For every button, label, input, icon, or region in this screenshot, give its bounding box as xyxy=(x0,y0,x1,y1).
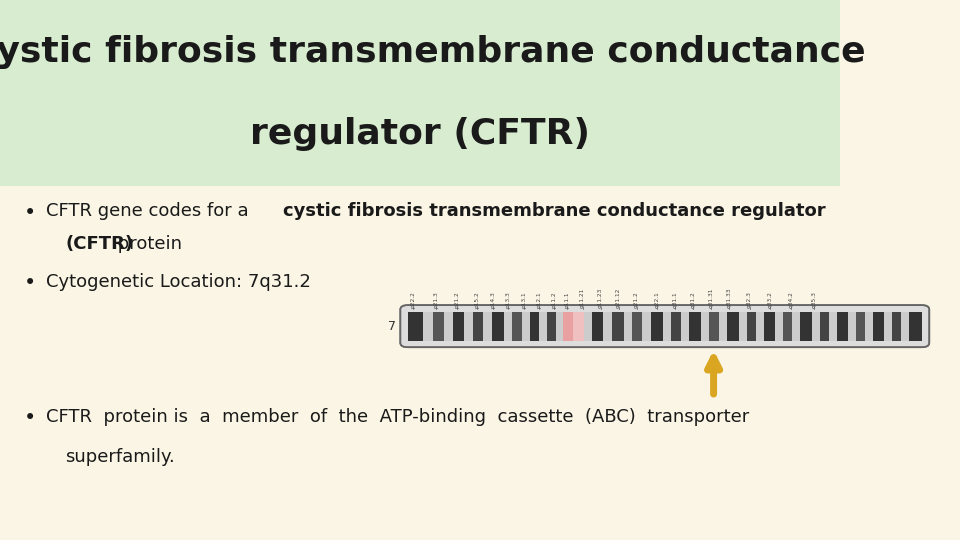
Text: q31.1: q31.1 xyxy=(673,291,678,308)
Bar xyxy=(874,312,883,341)
Text: q11.23: q11.23 xyxy=(598,287,603,308)
Text: •: • xyxy=(24,273,36,293)
Bar xyxy=(837,312,848,341)
Bar xyxy=(592,312,603,341)
Bar xyxy=(812,312,820,341)
Text: p11.2: p11.2 xyxy=(552,291,557,308)
Text: CFTR gene codes for a: CFTR gene codes for a xyxy=(46,202,260,220)
Bar xyxy=(689,312,701,341)
Bar xyxy=(848,312,856,341)
Bar xyxy=(522,312,530,341)
Bar xyxy=(573,312,584,341)
Text: q31.33: q31.33 xyxy=(727,287,732,308)
Bar xyxy=(783,312,792,341)
Bar xyxy=(892,312,901,341)
Text: cystic fibrosis transmembrane conductance: cystic fibrosis transmembrane conductanc… xyxy=(0,35,865,69)
Bar xyxy=(719,312,728,341)
Text: q33.2: q33.2 xyxy=(768,291,773,308)
Text: p21.3: p21.3 xyxy=(434,291,439,308)
FancyBboxPatch shape xyxy=(0,0,840,186)
Text: protein: protein xyxy=(112,235,182,253)
Bar xyxy=(564,312,573,341)
Text: q34.2: q34.2 xyxy=(788,291,793,308)
Bar xyxy=(546,312,556,341)
Text: p21.2: p21.2 xyxy=(454,291,459,308)
Bar xyxy=(883,312,892,341)
Text: p22.2: p22.2 xyxy=(411,291,416,308)
Bar xyxy=(444,312,453,341)
Text: q22.1: q22.1 xyxy=(655,291,660,308)
Bar xyxy=(792,312,801,341)
Text: p13.1: p13.1 xyxy=(521,291,526,308)
Bar xyxy=(775,312,783,341)
Bar xyxy=(747,312,756,341)
Text: regulator (CFTR): regulator (CFTR) xyxy=(250,117,590,151)
Bar xyxy=(764,312,775,341)
Bar xyxy=(472,312,483,341)
Text: •: • xyxy=(24,408,36,428)
Bar xyxy=(612,312,624,341)
Bar xyxy=(901,312,909,341)
Text: q32.3: q32.3 xyxy=(747,291,752,308)
Bar xyxy=(820,312,829,341)
Text: p15.2: p15.2 xyxy=(475,291,480,308)
Bar xyxy=(756,312,764,341)
Bar xyxy=(801,312,812,341)
Bar xyxy=(632,312,642,341)
Bar xyxy=(556,312,564,341)
Bar xyxy=(504,312,512,341)
Bar xyxy=(662,312,671,341)
Text: CFTR  protein is  a  member  of  the  ATP-binding  cassette  (ABC)  transporter: CFTR protein is a member of the ATP-bind… xyxy=(46,408,750,426)
Bar xyxy=(423,312,433,341)
Bar xyxy=(433,312,444,341)
Text: (CFTR): (CFTR) xyxy=(65,235,133,253)
Text: Cytogenetic Location: 7q31.2: Cytogenetic Location: 7q31.2 xyxy=(46,273,311,291)
Text: cystic fibrosis transmembrane conductance regulator: cystic fibrosis transmembrane conductanc… xyxy=(283,202,826,220)
Text: q11.21: q11.21 xyxy=(580,287,586,308)
Bar xyxy=(624,312,632,341)
Bar xyxy=(540,312,546,341)
Text: q21.2: q21.2 xyxy=(634,291,639,308)
Text: p12.1: p12.1 xyxy=(537,291,541,308)
Bar xyxy=(909,312,922,341)
Text: 7: 7 xyxy=(389,320,396,333)
Bar xyxy=(856,312,865,341)
Bar xyxy=(728,312,739,341)
Text: q21.12: q21.12 xyxy=(616,287,621,308)
Bar xyxy=(492,312,504,341)
Bar xyxy=(408,312,423,341)
Bar xyxy=(642,312,652,341)
Bar xyxy=(652,312,662,341)
Text: p11.1: p11.1 xyxy=(564,291,569,308)
Text: •: • xyxy=(24,202,36,222)
Bar xyxy=(701,312,709,341)
Text: q31.31: q31.31 xyxy=(708,287,713,308)
Bar xyxy=(865,312,874,341)
Bar xyxy=(530,312,540,341)
Bar xyxy=(603,312,612,341)
Bar xyxy=(671,312,682,341)
FancyBboxPatch shape xyxy=(400,305,929,347)
Bar xyxy=(829,312,837,341)
Bar xyxy=(682,312,689,341)
Bar xyxy=(584,312,592,341)
Text: q31.2: q31.2 xyxy=(690,291,696,308)
Bar xyxy=(465,312,472,341)
Bar xyxy=(739,312,747,341)
Bar xyxy=(483,312,492,341)
Text: q35.3: q35.3 xyxy=(811,291,816,308)
Bar xyxy=(453,312,465,341)
Bar xyxy=(512,312,522,341)
Text: p13.3: p13.3 xyxy=(506,291,511,308)
Text: p14.3: p14.3 xyxy=(491,291,495,308)
Text: superfamily.: superfamily. xyxy=(65,448,175,466)
Bar xyxy=(709,312,719,341)
